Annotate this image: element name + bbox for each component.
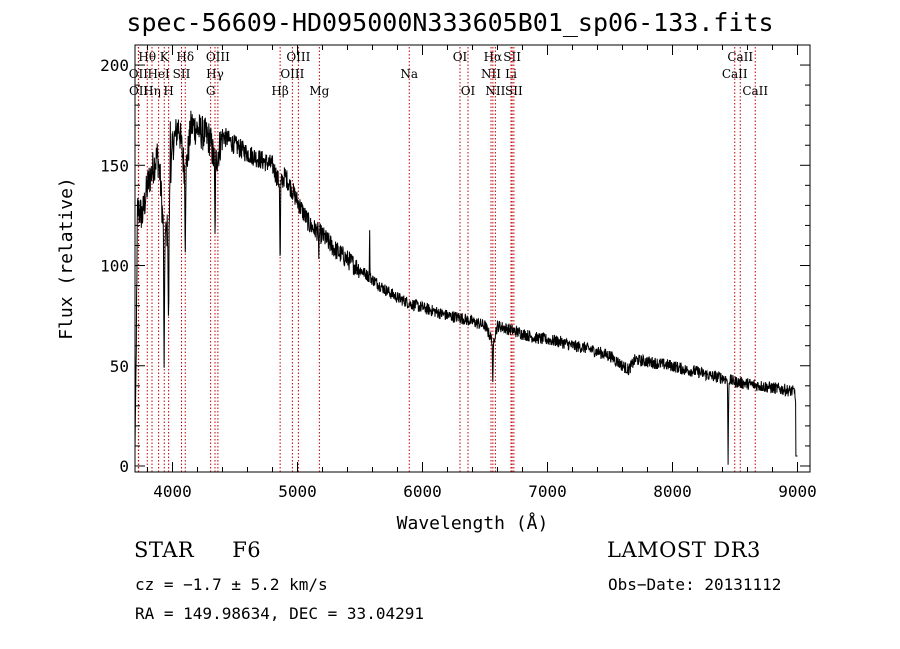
line-label: CaII <box>727 50 753 64</box>
line-label: SII <box>505 84 523 98</box>
line-label: Hβ <box>271 84 288 98</box>
line-label: Hγ <box>206 67 224 81</box>
x-tick-label: 4000 <box>153 482 192 501</box>
obs-date-text: Obs−Date: 20131112 <box>608 575 782 594</box>
object-class-block: STAR F6 <box>134 538 261 562</box>
line-label: Hθ <box>138 50 156 64</box>
x-tick-label: 6000 <box>403 482 442 501</box>
x-tick-label: 7000 <box>528 482 567 501</box>
x-axis-label: Wavelength (Å) <box>397 512 549 534</box>
y-tick-label: 150 <box>100 156 129 175</box>
line-label: K <box>160 50 170 64</box>
line-label: NII <box>481 67 501 81</box>
line-label: OII <box>129 67 149 81</box>
spectrum-line <box>134 110 798 465</box>
line-label: CaII <box>742 84 768 98</box>
line-label: SII <box>173 67 191 81</box>
line-label: OI <box>453 50 468 64</box>
line-label: Na <box>400 67 418 81</box>
x-tick-label: 8000 <box>653 482 692 501</box>
axis-ticks: 4000 5000 6000 7000 8000 9000 0 50 100 150 200 <box>100 45 817 501</box>
redshift-text: cz = −1.7 ± 5.2 km/s <box>135 575 328 594</box>
y-tick-label: 0 <box>119 457 129 476</box>
y-tick-label: 200 <box>100 56 129 75</box>
radec-text: RA = 149.98634, DEC = 33.04291 <box>135 604 424 623</box>
line-label: Mg <box>309 84 329 98</box>
x-tick-label: 5000 <box>278 482 317 501</box>
line-label: Hη <box>143 84 161 98</box>
line-label: CaII <box>722 67 748 81</box>
line-label: OIII <box>286 50 310 64</box>
survey-name: LAMOST DR3 <box>607 538 761 562</box>
line-label: HeI <box>147 67 170 81</box>
y-tick-label: 100 <box>100 257 129 276</box>
plot-frame <box>134 44 811 473</box>
line-label: Hδ <box>176 50 194 64</box>
object-class: STAR <box>134 538 195 562</box>
line-label: NII <box>485 84 505 98</box>
line-label: OII <box>129 84 149 98</box>
x-tick-label: 9000 <box>778 482 817 501</box>
object-subclass: F6 <box>232 538 262 562</box>
y-tick-label: 50 <box>110 357 129 376</box>
line-label: OI <box>461 84 476 98</box>
line-label: OIII <box>206 50 230 64</box>
y-axis-label: Flux (relative) <box>56 177 77 340</box>
line-label: H <box>163 84 173 98</box>
line-label: G <box>206 84 216 98</box>
line-label: SII <box>503 50 521 64</box>
line-label: Hα <box>484 50 503 64</box>
chart-title: spec-56609-HD095000N333605B01_sp06-133.f… <box>126 8 774 37</box>
line-label: OIII <box>280 67 304 81</box>
line-label: Li <box>505 67 517 81</box>
